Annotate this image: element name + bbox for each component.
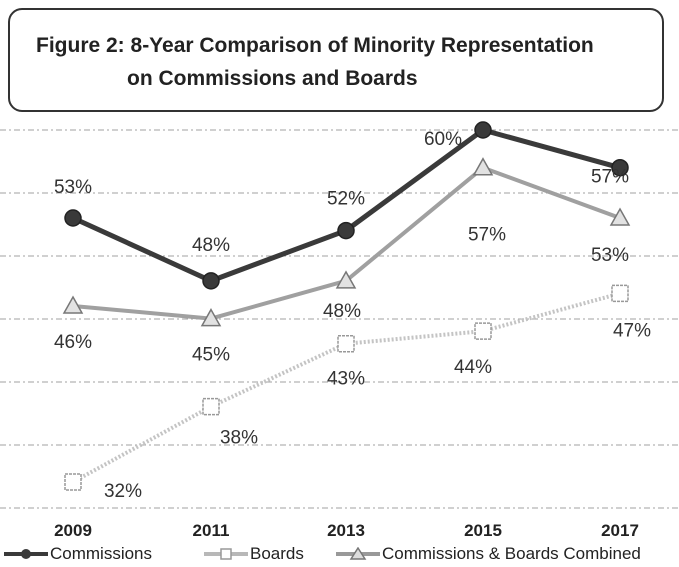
data-label-combined-2013: 48% <box>323 301 361 322</box>
gridlines <box>0 129 679 509</box>
marker-combined-2015 <box>472 157 494 176</box>
legend: Commissions Boards Commissions & Boards … <box>0 544 679 567</box>
marker-commissions-2015 <box>474 121 492 139</box>
marker-boards-2011 <box>202 397 220 416</box>
data-label-combined-2009: 46% <box>54 332 92 353</box>
data-label-commissions-2009: 53% <box>54 177 92 198</box>
data-label-boards-2015: 44% <box>454 357 492 378</box>
chart-title-line1: Figure 2: 8-Year Comparison of Minority … <box>36 34 594 57</box>
legend-item-commissions: Commissions <box>2 544 152 564</box>
legend-label-combined: Commissions & Boards Combined <box>382 544 641 563</box>
data-label-commissions-2017: 57% <box>591 167 629 188</box>
legend-item-boards: Boards <box>202 544 304 564</box>
marker-boards-2015 <box>474 322 492 340</box>
legend-label-boards: Boards <box>250 544 304 563</box>
x-tick-label-2011: 2011 <box>193 521 230 540</box>
chart-title-line2: on Commissions and Boards <box>127 67 418 90</box>
data-label-combined-2011: 45% <box>192 345 230 366</box>
data-label-commissions-2013: 52% <box>327 189 365 210</box>
data-label-boards-2009: 32% <box>104 481 142 502</box>
legend-swatch-commissions <box>4 549 48 559</box>
marker-combined-2013 <box>335 270 357 289</box>
series-markers <box>62 121 631 491</box>
x-tick-label-2013: 2013 <box>327 521 365 540</box>
legend-swatch-boards <box>204 548 248 560</box>
marker-boards-2009 <box>64 473 82 491</box>
marker-boards-2017 <box>611 284 629 303</box>
series-line-boards <box>72 291 621 484</box>
data-label-boards-2011: 38% <box>220 428 258 449</box>
marker-commissions-2011 <box>202 272 220 290</box>
data-label-combined-2015: 57% <box>468 225 506 246</box>
data-label-combined-2017: 53% <box>591 245 629 266</box>
legend-item-combined: Commissions & Boards Combined <box>334 544 641 564</box>
marker-commissions-2009 <box>64 209 82 227</box>
data-label-boards-2017: 47% <box>613 320 651 341</box>
data-label-boards-2013: 43% <box>327 369 365 390</box>
data-label-commissions-2015: 60% <box>424 129 462 150</box>
x-tick-label-2017: 2017 <box>601 521 639 540</box>
title-box: Figure 2: 8-Year Comparison of Minority … <box>8 8 664 112</box>
x-tick-label-2015: 2015 <box>464 521 502 540</box>
data-labels: 32% 38% 43% 44% 47% 46% 45% 48% 57% 53% 53% 48% 52% 6… <box>54 129 651 502</box>
data-label-commissions-2011: 48% <box>192 235 230 256</box>
marker-combined-2009 <box>62 295 84 314</box>
marker-commissions-2017 <box>611 158 629 177</box>
marker-boards-2013 <box>337 334 355 353</box>
legend-swatch-combined <box>336 547 380 560</box>
marker-combined-2017 <box>609 207 631 226</box>
marker-combined-2011 <box>200 308 222 327</box>
x-axis-ticks: 2009 2011 2013 2015 2017 <box>54 521 639 540</box>
marker-commissions-2013 <box>337 221 355 240</box>
legend-label-commissions: Commissions <box>50 544 153 563</box>
x-tick-label-2009: 2009 <box>54 521 92 540</box>
